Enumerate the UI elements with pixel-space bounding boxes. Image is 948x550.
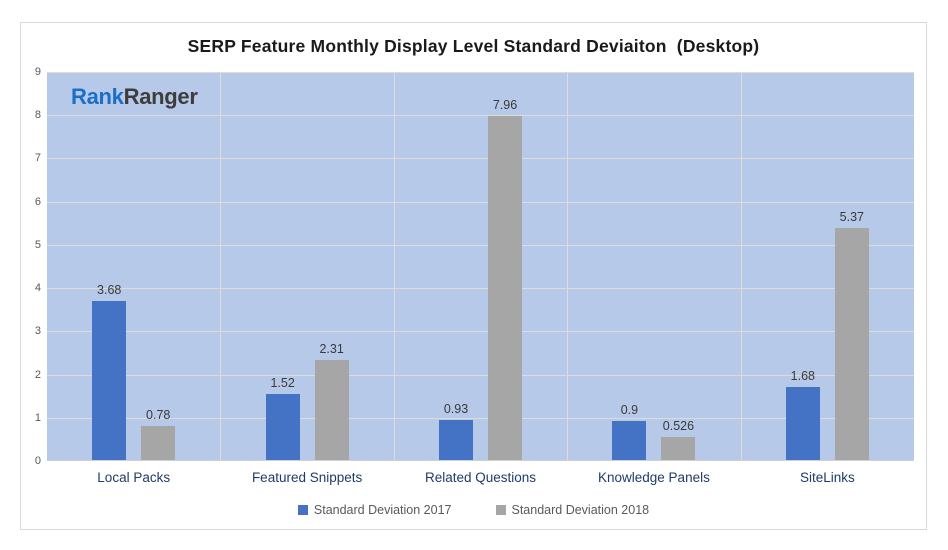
bar-value-label: 0.93 — [443, 401, 469, 416]
bar-value-label: 5.37 — [839, 209, 864, 224]
rankranger-logo: RankRanger — [71, 84, 198, 110]
legend-swatch-2018 — [495, 505, 506, 515]
bar-2018 — [834, 227, 869, 460]
bar-series-area: 3.68 0.78 1.52 2.31 0.93 7.96 0.9 0.526 1.68 5.37 — [47, 72, 914, 460]
bar-value-label: 3.68 — [97, 282, 122, 297]
bar-2017 — [265, 394, 300, 460]
legend-item: Standard Deviation 2017 — [297, 503, 452, 517]
bar-group: 1.68 5.37 — [741, 72, 914, 460]
x-axis-category-label: Knowledge Panels — [598, 470, 710, 485]
bar-2018 — [314, 360, 349, 460]
gridline — [47, 201, 914, 203]
bar-with-label: 1.68 — [785, 369, 820, 460]
category-separator — [740, 72, 742, 460]
logo-part-rank: Rank — [71, 84, 124, 109]
bar-2017 — [439, 419, 474, 460]
category-separator — [567, 72, 569, 460]
bar-value-label: 1.68 — [790, 369, 815, 384]
logo-part-ranger: Ranger — [123, 84, 198, 109]
x-axis-labels: Local Packs Featured Snippets Related Ques… — [47, 470, 914, 485]
bar-with-label: 0.93 — [439, 401, 474, 460]
y-axis-tick-label: 2 — [34, 368, 41, 381]
gridline — [47, 244, 914, 246]
bar-2017 — [785, 387, 820, 460]
y-axis-tick-label: 5 — [34, 238, 41, 251]
y-axis-tick-label: 8 — [34, 109, 41, 122]
category-separator — [220, 72, 222, 460]
x-axis-category-label: Related Questions — [424, 470, 537, 485]
bar-with-label: 0.78 — [141, 408, 176, 460]
bar-with-label: 0.9 — [612, 403, 647, 460]
gridline — [47, 72, 914, 73]
gridline — [47, 158, 914, 160]
y-axis-tick-label: 7 — [34, 152, 41, 165]
bar-value-label: 0.526 — [662, 419, 695, 434]
x-axis-category-label: Local Packs — [97, 470, 171, 485]
legend-label: Standard Deviation 2017 — [313, 503, 452, 517]
y-axis-tick-label: 6 — [34, 195, 41, 208]
bar-with-label: 0.526 — [661, 419, 696, 460]
bar-with-label: 2.31 — [314, 342, 349, 460]
bar-group: 0.9 0.526 — [567, 72, 740, 460]
bar-value-label: 2.31 — [319, 342, 344, 357]
gridline — [47, 115, 914, 117]
bar-value-label: 1.52 — [270, 376, 295, 391]
chart-frame: SERP Feature Monthly Display Level Stand… — [20, 22, 927, 530]
bar-group: 3.68 0.78 — [47, 72, 220, 460]
gridline — [47, 374, 914, 376]
chart-title: SERP Feature Monthly Display Level Stand… — [187, 36, 760, 56]
legend-label: Standard Deviation 2018 — [511, 503, 650, 517]
legend: Standard Deviation 2017 Standard Deviatio… — [21, 503, 926, 517]
bar-value-label: 0.9 — [620, 403, 639, 418]
legend-swatch-2017 — [297, 505, 308, 515]
y-axis-tick-label: 1 — [34, 411, 41, 424]
y-axis-tick-label: 0 — [34, 455, 41, 467]
bar-group: 0.93 7.96 — [394, 72, 567, 460]
y-axis-tick-label: 9 — [34, 66, 41, 78]
bar-2018 — [488, 115, 523, 460]
gridline — [47, 331, 914, 333]
bar-2017 — [612, 421, 647, 460]
gridline — [47, 288, 914, 290]
bar-with-label: 3.68 — [92, 282, 127, 460]
bar-group: 1.52 2.31 — [220, 72, 393, 460]
y-axis-tick-label: 3 — [34, 325, 41, 338]
bar-2018 — [661, 437, 696, 460]
bar-value-label: 0.78 — [146, 408, 171, 423]
x-axis-category-label: Featured Snippets — [251, 470, 363, 485]
bar-2018 — [141, 426, 176, 460]
category-separator — [393, 72, 395, 460]
gridline — [47, 417, 914, 419]
bar-with-label: 7.96 — [488, 97, 523, 460]
bar-value-label: 7.96 — [492, 97, 518, 112]
bar-with-label: 5.37 — [834, 209, 869, 460]
legend-item: Standard Deviation 2018 — [495, 503, 650, 517]
x-axis-category-label: SiteLinks — [799, 470, 855, 485]
y-axis-tick-label: 4 — [34, 282, 41, 295]
plot-area: RankRanger 3.68 0.78 1.52 2.31 0.93 7.96 0.9 0.… — [47, 72, 914, 461]
bar-with-label: 1.52 — [265, 376, 300, 460]
bar-2017 — [92, 300, 127, 460]
